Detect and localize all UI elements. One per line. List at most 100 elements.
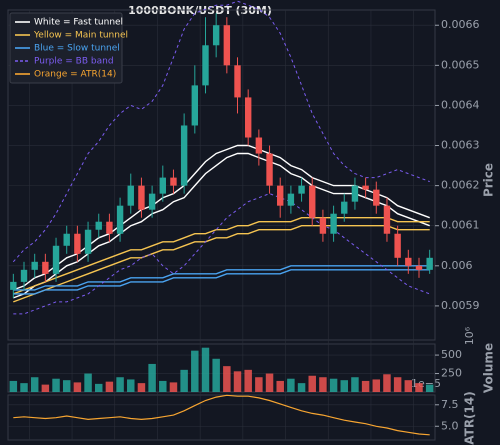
volume-bar [276,380,284,392]
panel-frame [7,9,436,341]
volume-bar [212,358,220,392]
y-tick-label: 0.006 [441,259,473,272]
tunnel-line [13,269,430,295]
volume-bar [351,377,359,392]
candle-body [351,185,359,202]
volume-bar [372,379,381,392]
panel-frame [7,343,436,393]
candle-body [255,137,263,154]
tunnel-line [12,0,430,263]
tunnel-line [13,193,430,315]
candle-body [20,269,28,282]
candle-body [170,177,177,186]
volume-exponent: 10⁶ [463,326,476,345]
candle-body [42,261,49,274]
volume-bar [84,373,92,392]
atr-axis-label: ATR(14) [463,391,477,444]
candle-body [244,97,252,138]
volume-bar [62,380,71,392]
volume-bar [30,377,39,392]
volume-bar [244,369,252,392]
volume-bar [116,377,124,392]
candle-body [63,233,70,246]
volume-bar [415,383,423,392]
candle-body [394,233,401,258]
legend-label: Orange = ATR(14) [34,70,116,80]
volume-bar [191,350,199,392]
legend: White = Fast tunnel Yellow = Main tunnel B… [9,12,128,84]
candle-body [287,193,295,206]
candle-body [95,221,102,230]
volume-bar [201,347,210,392]
candle-body [362,185,369,190]
candle-body [405,257,412,266]
volume-bar [9,380,18,392]
candle-body [383,205,391,234]
volume-bar [297,383,306,392]
tunnel-line [13,225,430,303]
candle-body [202,45,209,86]
volume-bar [393,377,402,392]
candle-body [266,153,273,186]
candle-body [127,185,134,206]
volume-bar [425,384,434,392]
volume-bar [180,369,188,392]
volume-bar [105,381,114,392]
candle-body [191,85,199,126]
volume-bar [95,383,103,392]
volume-bar [404,380,413,392]
volume-bar [265,373,274,392]
candle-body [298,185,305,194]
atr-line [13,394,430,436]
legend-box [9,12,123,84]
volume-bar [329,378,338,392]
candle-body [106,221,113,234]
candle-body [74,233,81,254]
candle-body [415,265,423,270]
candle-body [319,217,327,234]
panel-frame [7,394,436,441]
volume-bar [127,379,135,392]
candle-body [10,281,17,290]
volume-bar [169,382,178,392]
candle-body [84,229,92,254]
candle-body [223,25,231,66]
y-tick-label: 0.0063 [441,139,480,152]
y-tick-label: 500 [441,348,462,361]
volume-bar [233,371,242,392]
y-tick-label: 0.0061 [441,219,480,232]
volume-bar [223,366,231,392]
volume-bar [20,383,28,392]
volume-bar [308,375,316,392]
legend-label: Purple = BB band [34,57,114,67]
volume-bar [255,377,263,392]
volume-bar [361,380,370,392]
candle-body [341,201,348,214]
y-tick-label: 0.0064 [441,98,480,111]
volume-bar [340,380,348,392]
tunnel-line [13,217,430,295]
volume-axis-label: Volume [482,343,496,393]
legend-label: White = Fast tunnel [34,18,123,28]
volume-bar [73,382,82,392]
candle-body [148,193,156,210]
y-tick-label: 0.0059 [441,299,480,312]
candle-body [159,177,166,194]
y-tick-label: 0.0065 [441,58,480,71]
candle-body [234,65,241,98]
candle-body [138,185,145,210]
y-tick-label: 0.0066 [441,18,480,31]
candle-body [52,245,60,274]
candle-body [330,213,337,234]
tunnel-line [13,144,430,291]
volume-bar [159,380,167,392]
candle-body [426,257,433,270]
y-tick-label: 5.0 [441,419,459,432]
legend-label: Yellow = Main tunnel [33,31,128,41]
candle-body [373,189,380,206]
candle-body [31,261,38,270]
tunnel-line [13,152,430,299]
y-tick-label: 0.0062 [441,179,480,192]
candle-body [212,25,220,46]
